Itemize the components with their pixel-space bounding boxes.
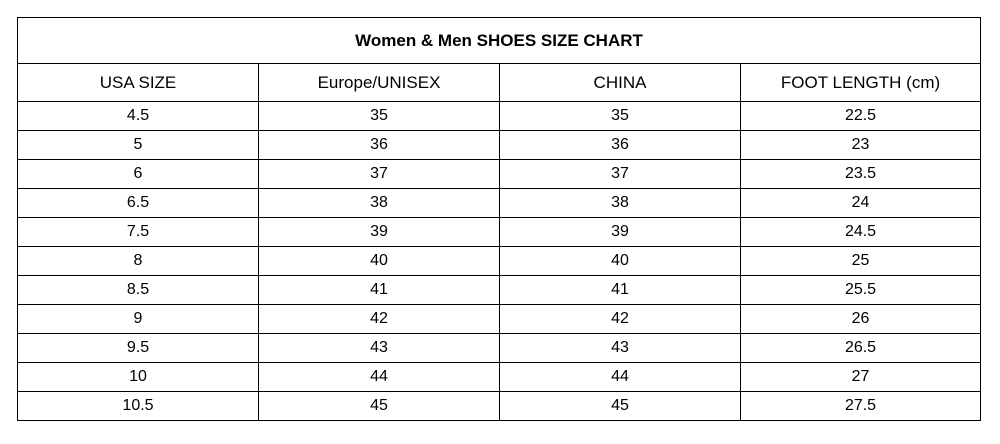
size-chart-table: Women & Men SHOES SIZE CHART USA SIZE Eu… <box>16 17 982 421</box>
cell-europe-unisex: 43 <box>258 333 500 363</box>
table-row: 10.5 45 45 27.5 <box>17 391 982 421</box>
table-row: 4.5 35 35 22.5 <box>17 101 982 131</box>
table-row: 8.5 41 41 25.5 <box>17 275 982 305</box>
cell-europe-unisex: 36 <box>258 130 500 160</box>
cell-usa-size: 10.5 <box>17 391 259 421</box>
cell-foot-length: 26 <box>739 304 982 334</box>
cell-china: 38 <box>499 188 741 218</box>
table-row: 10 44 44 27 <box>17 362 982 392</box>
cell-china: 41 <box>499 275 741 305</box>
cell-foot-length: 26.5 <box>739 333 982 363</box>
column-header-usa-size: USA SIZE <box>17 63 259 102</box>
cell-usa-size: 9 <box>17 304 259 334</box>
cell-europe-unisex: 41 <box>258 275 500 305</box>
cell-europe-unisex: 35 <box>258 101 500 131</box>
table-row: 9 42 42 26 <box>17 304 982 334</box>
cell-europe-unisex: 45 <box>258 391 500 421</box>
table-row: 5 36 36 23 <box>17 130 982 160</box>
cell-foot-length: 23 <box>739 130 982 160</box>
table-row: 8 40 40 25 <box>17 246 982 276</box>
cell-europe-unisex: 37 <box>258 159 500 189</box>
cell-china: 37 <box>499 159 741 189</box>
cell-usa-size: 4.5 <box>17 101 259 131</box>
cell-usa-size: 9.5 <box>17 333 259 363</box>
column-header-china: CHINA <box>499 63 741 102</box>
cell-foot-length: 24 <box>739 188 982 218</box>
cell-china: 35 <box>499 101 741 131</box>
cell-foot-length: 23.5 <box>739 159 982 189</box>
cell-europe-unisex: 40 <box>258 246 500 276</box>
cell-foot-length: 27.5 <box>739 391 982 421</box>
table-row: 9.5 43 43 26.5 <box>17 333 982 363</box>
cell-foot-length: 25 <box>739 246 982 276</box>
table-row: 6.5 38 38 24 <box>17 188 982 218</box>
header-row: USA SIZE Europe/UNISEX CHINA FOOT LENGTH… <box>17 63 982 102</box>
column-header-foot-length: FOOT LENGTH (cm) <box>739 63 982 102</box>
cell-usa-size: 8 <box>17 246 259 276</box>
cell-foot-length: 22.5 <box>739 101 982 131</box>
cell-china: 42 <box>499 304 741 334</box>
cell-usa-size: 6 <box>17 159 259 189</box>
table-row: 7.5 39 39 24.5 <box>17 217 982 247</box>
cell-europe-unisex: 38 <box>258 188 500 218</box>
cell-usa-size: 8.5 <box>17 275 259 305</box>
cell-foot-length: 25.5 <box>739 275 982 305</box>
chart-title: Women & Men SHOES SIZE CHART <box>16 17 982 64</box>
cell-usa-size: 7.5 <box>17 217 259 247</box>
title-row: Women & Men SHOES SIZE CHART <box>16 17 982 64</box>
cell-china: 44 <box>499 362 741 392</box>
cell-europe-unisex: 44 <box>258 362 500 392</box>
table-row: 6 37 37 23.5 <box>17 159 982 189</box>
cell-china: 45 <box>499 391 741 421</box>
cell-foot-length: 24.5 <box>739 217 982 247</box>
cell-china: 39 <box>499 217 741 247</box>
cell-china: 43 <box>499 333 741 363</box>
cell-china: 36 <box>499 130 741 160</box>
cell-usa-size: 6.5 <box>17 188 259 218</box>
cell-europe-unisex: 39 <box>258 217 500 247</box>
cell-usa-size: 10 <box>17 362 259 392</box>
cell-usa-size: 5 <box>17 130 259 160</box>
cell-china: 40 <box>499 246 741 276</box>
cell-europe-unisex: 42 <box>258 304 500 334</box>
cell-foot-length: 27 <box>739 362 982 392</box>
column-header-europe-unisex: Europe/UNISEX <box>258 63 500 102</box>
